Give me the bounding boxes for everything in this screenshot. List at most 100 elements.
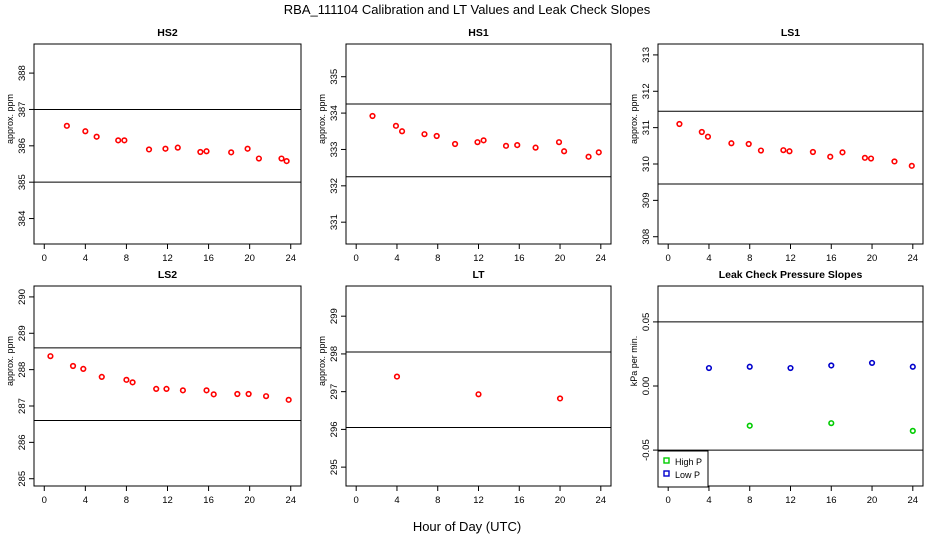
y-tick-label: 387: [17, 102, 28, 118]
data-point: [676, 120, 683, 128]
data-point: [82, 128, 89, 135]
x-tick-label: 20: [244, 253, 255, 264]
data-point: [908, 162, 915, 169]
y-tick-label: 335: [329, 69, 340, 85]
data-point: [809, 148, 817, 156]
y-tick-label: 384: [17, 211, 28, 227]
x-tick-label: 16: [826, 253, 837, 264]
x-tick-label: 8: [124, 253, 129, 264]
data-point: [746, 363, 753, 370]
y-tick-label: 309: [641, 192, 652, 208]
data-point: [174, 144, 181, 151]
y-tick-label: 388: [17, 65, 28, 81]
data-point: [891, 158, 898, 165]
data-point: [69, 362, 77, 370]
data-point: [255, 155, 262, 162]
x-tick-label: 24: [285, 253, 296, 264]
x-tick-label: 20: [867, 253, 878, 264]
y-tick-label: 287: [17, 398, 28, 414]
y-tick-label: 299: [329, 308, 340, 324]
data-point: [786, 148, 793, 155]
data-point: [129, 379, 136, 386]
y-tick-label: 311: [641, 120, 652, 135]
x-tick-label: 4: [83, 253, 88, 264]
data-point: [369, 112, 376, 120]
figure-title: RBA_111104 Calibration and LT Values and…: [284, 2, 651, 17]
y-tick-label: 312: [641, 83, 652, 99]
data-point: [839, 149, 846, 156]
legend-label: High P: [675, 457, 702, 467]
data-point: [163, 385, 170, 393]
x-tick-label: 4: [706, 495, 711, 506]
y-tick-label: 296: [329, 421, 340, 437]
y-tick-label: 386: [17, 138, 28, 154]
legend-swatch: [663, 457, 670, 464]
chart-panel-3: LS1 0 4 8 12 16 20 24 308 309 310 311 312 313 approx. …: [629, 27, 924, 264]
data-point: [93, 133, 100, 140]
x-tick-label: 24: [908, 253, 919, 264]
x-tick-label: 0: [666, 495, 671, 506]
x-tick-label: 4: [394, 253, 399, 264]
x-tick-label: 4: [83, 495, 88, 506]
data-point: [245, 390, 252, 398]
data-point: [398, 128, 406, 135]
data-point: [244, 145, 251, 152]
data-point: [861, 154, 869, 161]
panel-title: HS1: [468, 27, 489, 39]
x-tick-label: 20: [555, 495, 566, 506]
x-tick-label: 16: [203, 253, 214, 264]
x-tick-label: 8: [435, 495, 440, 506]
data-point: [827, 153, 834, 160]
data-point: [475, 391, 482, 398]
x-tick-label: 8: [747, 495, 752, 506]
y-axis-label: approx. ppm: [629, 94, 639, 144]
data-point: [421, 131, 428, 138]
data-point: [47, 353, 54, 360]
chart-panel-5: LT 0 4 8 12 16 20 24 295 296 297 298 299 approx. ppm: [317, 269, 612, 506]
x-tick-label: 0: [42, 253, 47, 264]
data-point: [262, 393, 270, 400]
data-point: [909, 363, 916, 370]
y-tick-label: 297: [329, 384, 340, 400]
chart-panel-6: Leak Check Pressure Slopes 0 4 8 12 16 20 24 -0.…: [629, 269, 924, 506]
x-tick-label: 20: [867, 495, 878, 506]
data-point: [828, 420, 835, 427]
data-point: [285, 396, 292, 403]
data-point: [514, 141, 521, 149]
x-tick-label: 8: [747, 253, 752, 264]
figure-x-axis-label: Hour of Day (UTC): [413, 519, 521, 534]
y-tick-label: 289: [17, 325, 28, 341]
y-tick-label: 310: [641, 156, 652, 172]
x-tick-label: 8: [435, 253, 440, 264]
data-point: [145, 146, 153, 153]
data-point: [532, 144, 539, 151]
data-point: [80, 365, 87, 373]
x-tick-label: 12: [473, 253, 484, 264]
data-point: [787, 364, 794, 372]
data-point: [179, 387, 187, 394]
y-tick-label: 331: [329, 214, 340, 230]
data-point: [393, 373, 401, 380]
data-point: [63, 122, 70, 129]
y-tick-label: 290: [17, 289, 28, 305]
legend-swatch: [663, 470, 670, 477]
x-tick-label: 20: [555, 253, 566, 264]
data-point: [98, 373, 105, 381]
data-point: [828, 362, 835, 369]
data-point: [392, 122, 400, 129]
x-tick-label: 16: [826, 495, 837, 506]
x-tick-label: 24: [908, 495, 919, 506]
x-tick-label: 0: [42, 495, 47, 506]
y-tick-label: 385: [17, 174, 28, 190]
data-point: [502, 142, 510, 149]
x-tick-label: 20: [244, 495, 255, 506]
x-tick-label: 12: [162, 253, 173, 264]
data-point: [480, 137, 487, 144]
y-axis-label: kPa per min.: [629, 336, 639, 387]
data-point: [283, 157, 290, 165]
x-tick-label: 0: [666, 253, 671, 264]
x-tick-label: 12: [473, 495, 484, 506]
data-point: [746, 422, 753, 429]
data-point: [203, 387, 210, 394]
